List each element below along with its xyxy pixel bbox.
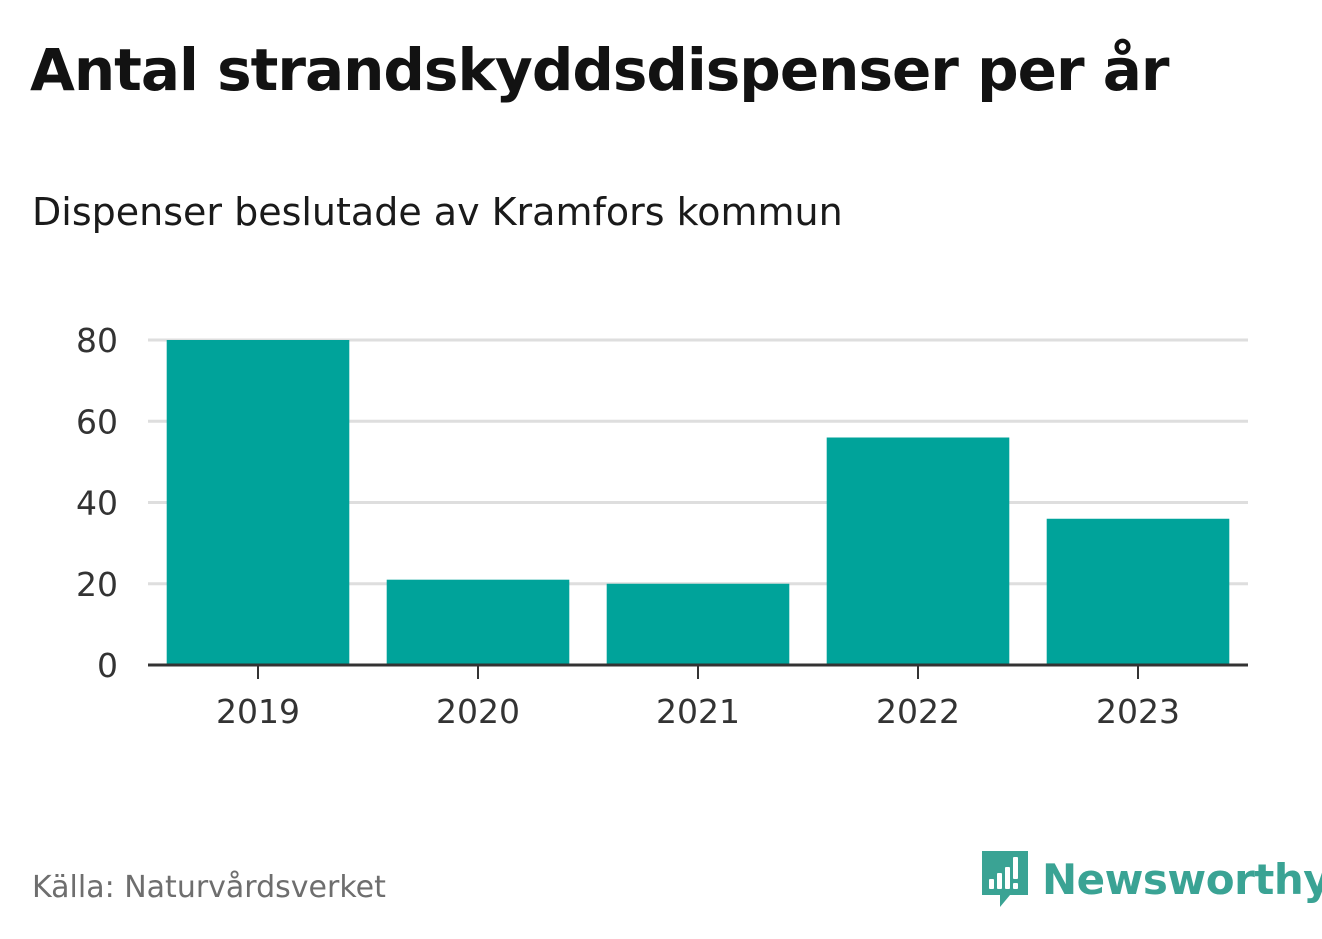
x-tick-label: 2023 (1096, 692, 1180, 731)
newsworthy-logo-icon (982, 851, 1028, 907)
brand-name: Newsworthy (1042, 854, 1322, 904)
source-note: Källa: Naturvårdsverket (32, 870, 386, 905)
y-tick-label: 60 (76, 402, 118, 441)
bar-2023 (1046, 518, 1230, 665)
y-tick-label: 20 (76, 565, 118, 604)
x-tick-label: 2019 (216, 692, 300, 731)
x-tick-label: 2021 (656, 692, 740, 731)
bar-2020 (386, 579, 570, 665)
y-tick-label: 0 (97, 646, 118, 685)
y-tick-label: 80 (76, 321, 118, 360)
bar-2022 (826, 437, 1010, 665)
x-tick-label: 2022 (876, 692, 960, 731)
brand-logo[interactable]: Newsworthy (980, 848, 1322, 910)
y-tick-label: 40 (76, 484, 118, 523)
chart-subtitle: Dispenser beslutade av Kramfors kommun (32, 190, 843, 234)
y-axis-ticks: 0 20 40 60 80 (76, 321, 118, 685)
x-tick-label: 2020 (436, 692, 520, 731)
bar-2021 (606, 583, 790, 665)
bars (166, 340, 1230, 665)
x-axis-ticks: 2019 2020 2021 2022 2023 (216, 665, 1180, 731)
bar-2019 (166, 340, 350, 665)
chart-title: Antal strandskyddsdispenser per år (30, 36, 1169, 104)
